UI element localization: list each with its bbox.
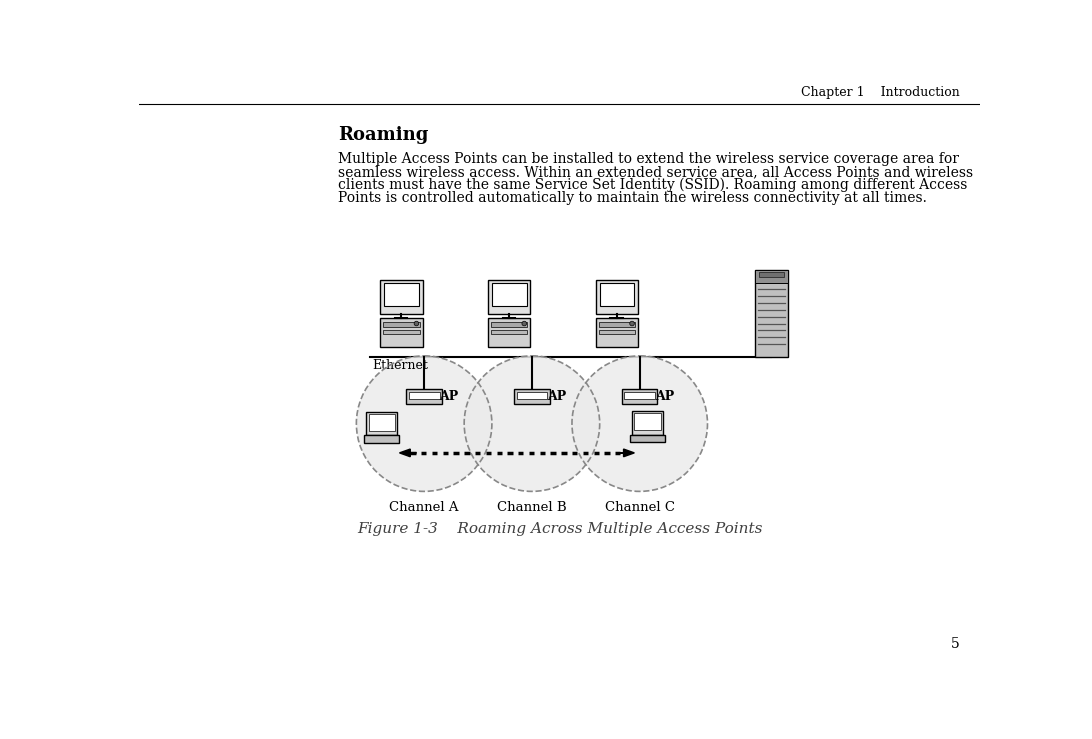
Bar: [517, 392, 547, 399]
Bar: [491, 330, 527, 333]
Bar: [383, 322, 419, 327]
Bar: [488, 319, 531, 347]
Bar: [756, 270, 787, 357]
FancyArrow shape: [400, 449, 416, 457]
Text: Roaming: Roaming: [337, 126, 428, 143]
Bar: [756, 270, 787, 284]
Bar: [383, 330, 419, 333]
Bar: [369, 415, 395, 431]
Text: AP: AP: [655, 390, 675, 403]
Bar: [514, 389, 549, 404]
Bar: [406, 389, 442, 404]
Text: clients must have the same Service Set Identity (SSID). Roaming among different : clients must have the same Service Set I…: [337, 178, 968, 192]
Circle shape: [522, 321, 526, 326]
Bar: [491, 283, 526, 306]
Bar: [622, 389, 657, 404]
Circle shape: [630, 321, 634, 326]
Text: Channel A: Channel A: [390, 500, 459, 514]
Text: AP: AP: [439, 390, 459, 403]
Bar: [632, 411, 663, 435]
Bar: [596, 319, 638, 347]
Bar: [364, 435, 400, 443]
Bar: [488, 279, 531, 313]
Text: seamless wireless access. Within an extended service area, all Access Points and: seamless wireless access. Within an exte…: [337, 165, 973, 179]
Bar: [380, 319, 423, 347]
Circle shape: [414, 321, 418, 326]
Bar: [759, 272, 784, 276]
Text: 5: 5: [950, 637, 959, 651]
Bar: [384, 283, 418, 306]
Bar: [634, 413, 661, 430]
Bar: [625, 392, 655, 399]
Bar: [367, 412, 397, 435]
Ellipse shape: [356, 356, 491, 491]
Bar: [630, 435, 665, 442]
Text: AP: AP: [547, 390, 567, 403]
Text: Points is controlled automatically to maintain the wireless connectivity at all : Points is controlled automatically to ma…: [337, 191, 927, 205]
Bar: [491, 322, 527, 327]
Text: Channel C: Channel C: [605, 500, 675, 514]
Ellipse shape: [464, 356, 600, 491]
Text: Channel B: Channel B: [497, 500, 567, 514]
Text: Figure 1-3    Roaming Across Multiple Access Points: Figure 1-3 Roaming Across Multiple Acces…: [357, 522, 762, 537]
Ellipse shape: [572, 356, 708, 491]
Bar: [598, 322, 636, 327]
Bar: [600, 283, 634, 306]
FancyArrow shape: [617, 449, 634, 457]
Bar: [598, 330, 636, 333]
Bar: [380, 279, 423, 313]
Bar: [596, 279, 638, 313]
Bar: [408, 392, 439, 399]
Text: Chapter 1    Introduction: Chapter 1 Introduction: [800, 86, 959, 100]
Text: Multiple Access Points can be installed to extend the wireless service coverage : Multiple Access Points can be installed …: [337, 151, 959, 166]
Text: Ethernet: Ethernet: [372, 359, 428, 372]
